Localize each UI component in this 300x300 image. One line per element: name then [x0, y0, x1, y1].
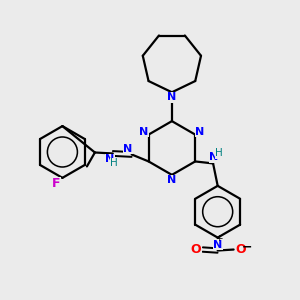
- Text: H: H: [215, 148, 223, 158]
- Text: O: O: [235, 243, 246, 256]
- Text: N: N: [213, 240, 222, 250]
- Text: +: +: [215, 234, 222, 243]
- Text: N: N: [195, 127, 205, 137]
- Text: N: N: [105, 154, 114, 164]
- Text: N: N: [139, 127, 148, 137]
- Text: −: −: [241, 240, 252, 253]
- Text: H: H: [110, 158, 118, 168]
- Text: F: F: [52, 177, 61, 190]
- Text: N: N: [167, 92, 176, 102]
- Text: N: N: [209, 152, 219, 163]
- Text: N: N: [167, 176, 176, 185]
- Text: N: N: [123, 143, 132, 154]
- Text: O: O: [190, 243, 201, 256]
